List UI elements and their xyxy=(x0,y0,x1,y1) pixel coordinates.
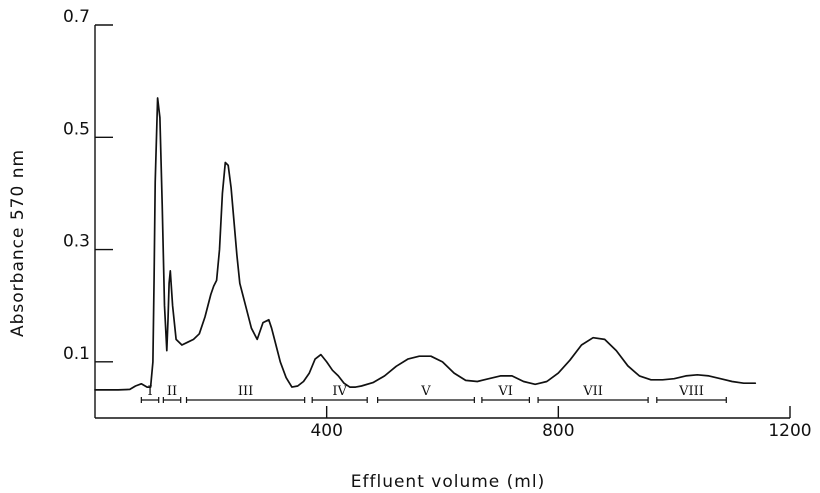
y-tick-label: 0.1 xyxy=(63,344,90,364)
fraction-bracket xyxy=(311,397,368,403)
series xyxy=(94,97,757,391)
x-tick-label: 1200 xyxy=(768,421,811,441)
fraction-bracket xyxy=(481,397,530,403)
y-ticks: 0.1 0.3 0.5 0.7 xyxy=(63,7,113,364)
fraction-label: VIII xyxy=(678,384,704,399)
fraction-brackets: I II III IV V VI VII VIII xyxy=(140,384,727,403)
axes xyxy=(94,25,790,419)
fraction-bracket xyxy=(185,397,306,403)
fraction-label: I xyxy=(147,384,152,399)
fraction-label: IV xyxy=(332,384,347,399)
x-tick-label: 400 xyxy=(310,421,342,441)
fraction-bracket xyxy=(656,397,727,403)
fraction-bracket xyxy=(537,397,649,403)
fraction-label: VII xyxy=(582,384,603,399)
absorbance-line xyxy=(94,97,757,391)
fraction-label: III xyxy=(238,384,253,399)
x-tick-label: 800 xyxy=(542,421,574,441)
y-tick-label: 0.7 xyxy=(63,7,90,27)
fraction-label: II xyxy=(167,384,177,399)
fraction-bracket xyxy=(162,397,182,403)
fraction-label: V xyxy=(420,384,431,399)
y-tick-label: 0.3 xyxy=(63,232,90,252)
y-axis-label: Absorbance 570 nm xyxy=(8,149,28,337)
fraction-bracket xyxy=(140,397,160,403)
x-axis-label: Effluent volume (ml) xyxy=(351,472,545,492)
fraction-label: VI xyxy=(497,384,513,399)
fraction-bracket xyxy=(377,397,475,403)
y-tick-label: 0.5 xyxy=(63,119,90,139)
x-ticks: 400 800 1200 xyxy=(310,406,812,441)
